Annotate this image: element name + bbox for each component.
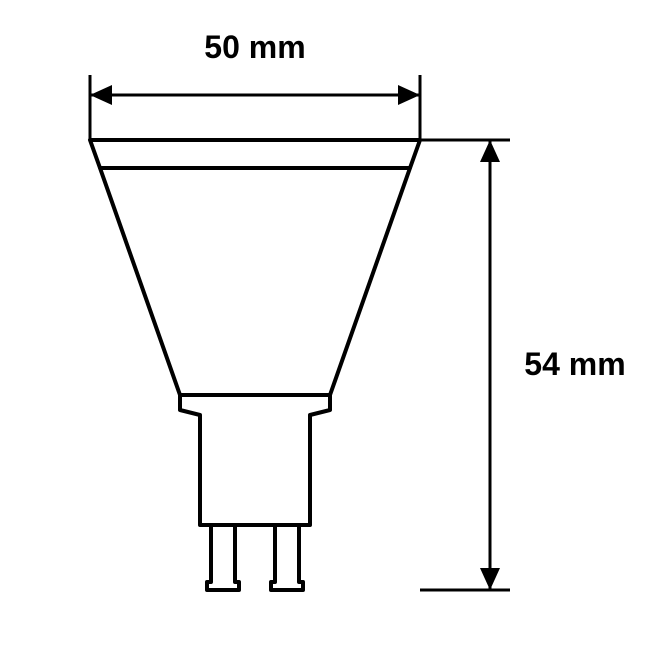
bulb-reflector bbox=[100, 168, 410, 395]
bulb-base bbox=[180, 395, 330, 525]
width-arrow-right bbox=[398, 85, 420, 105]
bulb-pin-left bbox=[207, 525, 239, 590]
width-arrow-left bbox=[90, 85, 112, 105]
bulb-face bbox=[90, 140, 420, 168]
bulb-pin-right bbox=[271, 525, 303, 590]
height-arrow-top bbox=[480, 140, 500, 162]
height-arrow-bottom bbox=[480, 568, 500, 590]
bulb-dimension-diagram: 50 mm 54 mm bbox=[0, 0, 650, 650]
height-dim-label: 54 mm bbox=[524, 346, 625, 382]
width-dim-label: 50 mm bbox=[204, 29, 305, 65]
